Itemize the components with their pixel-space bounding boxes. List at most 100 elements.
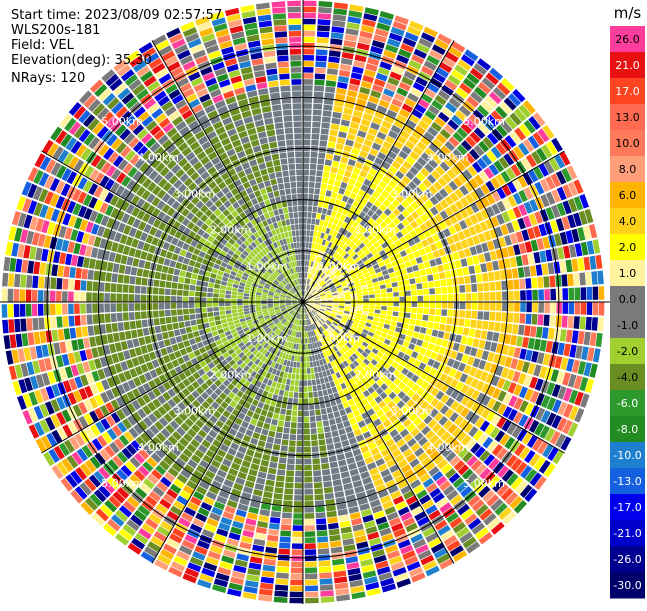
- range-gate: [89, 337, 96, 348]
- range-gate: [237, 302, 243, 305]
- range-gate: [414, 326, 421, 332]
- range-gate: [495, 312, 501, 321]
- range-gate: [483, 312, 489, 321]
- range-gate: [427, 343, 434, 351]
- range-gate: [162, 332, 169, 340]
- range-gate: [212, 268, 219, 274]
- range-gate: [560, 329, 567, 342]
- range-gate: [261, 460, 270, 467]
- range-gate: [267, 299, 273, 301]
- range-gate: [385, 320, 391, 325]
- range-gate: [262, 571, 275, 578]
- range-gate: [303, 362, 306, 368]
- range-gate: [357, 305, 363, 308]
- range-gate: [344, 171, 352, 178]
- range-gate: [337, 82, 348, 89]
- range-gate: [315, 403, 320, 409]
- range-gate: [461, 336, 468, 345]
- range-gate: [329, 136, 337, 143]
- range-gate: [107, 262, 114, 272]
- range-gate: [255, 407, 262, 414]
- range-gate: [342, 477, 351, 484]
- range-gate: [427, 275, 433, 282]
- range-gate: [492, 332, 499, 342]
- range-gate: [341, 119, 350, 126]
- range-gate: [184, 321, 190, 327]
- range-gate: [457, 327, 464, 335]
- range-gate: [488, 322, 495, 331]
- range-gate: [278, 549, 290, 555]
- range-gate: [441, 287, 447, 294]
- range-gate: [408, 325, 415, 331]
- range-gate: [303, 224, 307, 230]
- range-gate: [550, 289, 556, 300]
- range-gate: [316, 213, 321, 219]
- range-gate: [210, 326, 216, 332]
- range-gate: [119, 332, 126, 341]
- range-gate: [400, 302, 406, 307]
- range-gate: [418, 333, 425, 340]
- range-gate: [202, 287, 208, 292]
- range-gate: [411, 313, 417, 319]
- range-gate: [2, 288, 8, 302]
- range-gate: [378, 276, 384, 281]
- range-gate: [589, 256, 596, 270]
- range-gate: [34, 332, 41, 345]
- range-gate: [448, 302, 454, 309]
- range-gate: [226, 286, 232, 290]
- range-gate: [219, 307, 225, 311]
- range-gate: [314, 86, 324, 92]
- range-gate: [463, 267, 470, 275]
- range-gate: [191, 273, 198, 279]
- range-gate: [357, 308, 363, 311]
- range-gate: [435, 309, 441, 315]
- range-gate: [303, 182, 308, 188]
- range-gate: [93, 314, 99, 324]
- range-gate: [38, 276, 44, 288]
- range-gate: [375, 310, 381, 314]
- range-gate: [57, 265, 64, 277]
- range-gate: [410, 284, 416, 290]
- range-gate: [308, 194, 313, 200]
- range-gate: [598, 318, 604, 332]
- range-gate: [383, 274, 389, 279]
- range-gate: [324, 377, 329, 383]
- range-gate: [86, 292, 92, 302]
- range-gate: [363, 305, 369, 308]
- range-gate: [405, 291, 411, 296]
- range-gate: [327, 511, 337, 518]
- range-gate: [518, 325, 525, 336]
- range-gate: [214, 316, 220, 321]
- range-gate: [287, 458, 295, 464]
- range-gate: [135, 312, 141, 320]
- range-gate: [74, 304, 80, 314]
- range-gate: [178, 342, 185, 349]
- range-gate: [243, 296, 249, 299]
- range-gate: [276, 383, 281, 389]
- range-gate: [344, 190, 351, 197]
- range-gate: [135, 303, 141, 311]
- range-gate: [435, 288, 441, 295]
- range-gate: [271, 381, 277, 387]
- range-gate: [287, 404, 292, 410]
- range-gate: [177, 290, 183, 296]
- range-gate: [506, 324, 512, 334]
- range-gate: [311, 440, 318, 446]
- range-gate: [307, 218, 311, 224]
- range-gate: [178, 316, 184, 322]
- range-gate: [276, 579, 289, 585]
- range-gate: [153, 287, 159, 294]
- range-gate: [189, 297, 195, 302]
- range-gate: [502, 291, 508, 300]
- range-gate: [305, 338, 307, 344]
- range-gate: [237, 306, 243, 309]
- range-gate: [320, 584, 333, 591]
- range-gate: [52, 330, 59, 342]
- range-gate: [494, 322, 501, 331]
- range-gate: [595, 255, 602, 269]
- range-gate: [322, 177, 328, 183]
- range-gate: [402, 256, 409, 263]
- range-gate: [222, 277, 228, 282]
- range-gate: [510, 335, 517, 345]
- range-gate: [172, 316, 178, 323]
